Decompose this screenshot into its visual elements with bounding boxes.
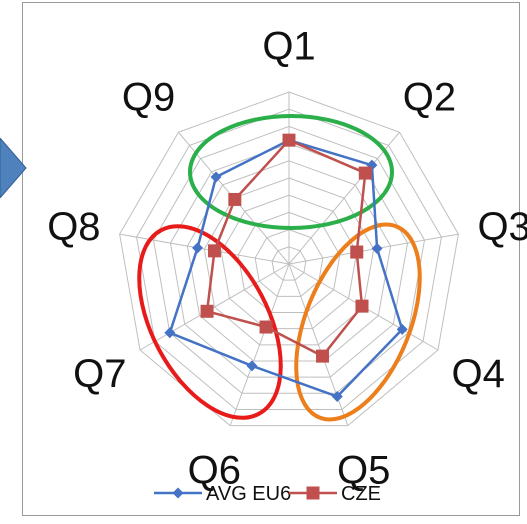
grid-ring (220, 194, 358, 330)
axis-label: Q5 (337, 448, 390, 492)
series-line (168, 138, 404, 398)
data-point (371, 242, 383, 254)
axis-labels: Q1 Q2 Q3 Q4 Q5 Q6 Q7 Q8 Q9 (47, 25, 527, 493)
grid-ring (254, 229, 324, 297)
axis-label: Q7 (73, 352, 126, 396)
data-point (358, 166, 372, 180)
data-point (164, 327, 176, 339)
data-point (355, 299, 369, 313)
grid-ring (237, 211, 341, 313)
legend-label: CZE (341, 483, 381, 505)
radar-series (164, 133, 408, 403)
grid-spoke (139, 263, 290, 351)
legend: AVG EU6 CZE (154, 483, 381, 505)
grid-spoke (229, 263, 290, 426)
data-point (259, 320, 273, 334)
axis-label: Q6 (188, 448, 241, 492)
grid-ring (119, 91, 459, 427)
highlight-ellipse (294, 222, 422, 422)
legend-marker (172, 487, 184, 499)
highlight-ellipses (137, 114, 422, 422)
data-point (210, 171, 222, 183)
legend-label: AVG EU6 (206, 483, 291, 505)
data-point (316, 349, 330, 363)
legend-marker (306, 486, 320, 500)
data-point (228, 192, 242, 206)
data-point (246, 360, 258, 372)
grid-spoke (119, 233, 290, 265)
grid-ring (152, 125, 426, 394)
axis-label: Q8 (47, 205, 100, 249)
data-point (350, 245, 364, 259)
axis-label: Q9 (122, 76, 175, 120)
data-point (282, 133, 296, 147)
grid-ring (169, 143, 409, 378)
data-point (331, 391, 343, 403)
series-line (205, 138, 367, 358)
axis-label: Q4 (451, 352, 504, 396)
grid-ring (136, 108, 442, 410)
grid-spoke (288, 131, 400, 265)
data-point (200, 304, 214, 318)
grid-ring (271, 246, 307, 281)
arrow-icon (0, 138, 27, 198)
highlight-ellipse (188, 114, 394, 230)
axis-label: Q2 (403, 76, 456, 120)
axis-label: Q1 (262, 25, 315, 69)
axis-label: Q3 (477, 205, 527, 249)
highlight-ellipse (137, 224, 283, 420)
data-point (207, 244, 221, 258)
data-point (192, 242, 204, 254)
data-point (396, 323, 408, 335)
chart-panel (22, 2, 520, 516)
